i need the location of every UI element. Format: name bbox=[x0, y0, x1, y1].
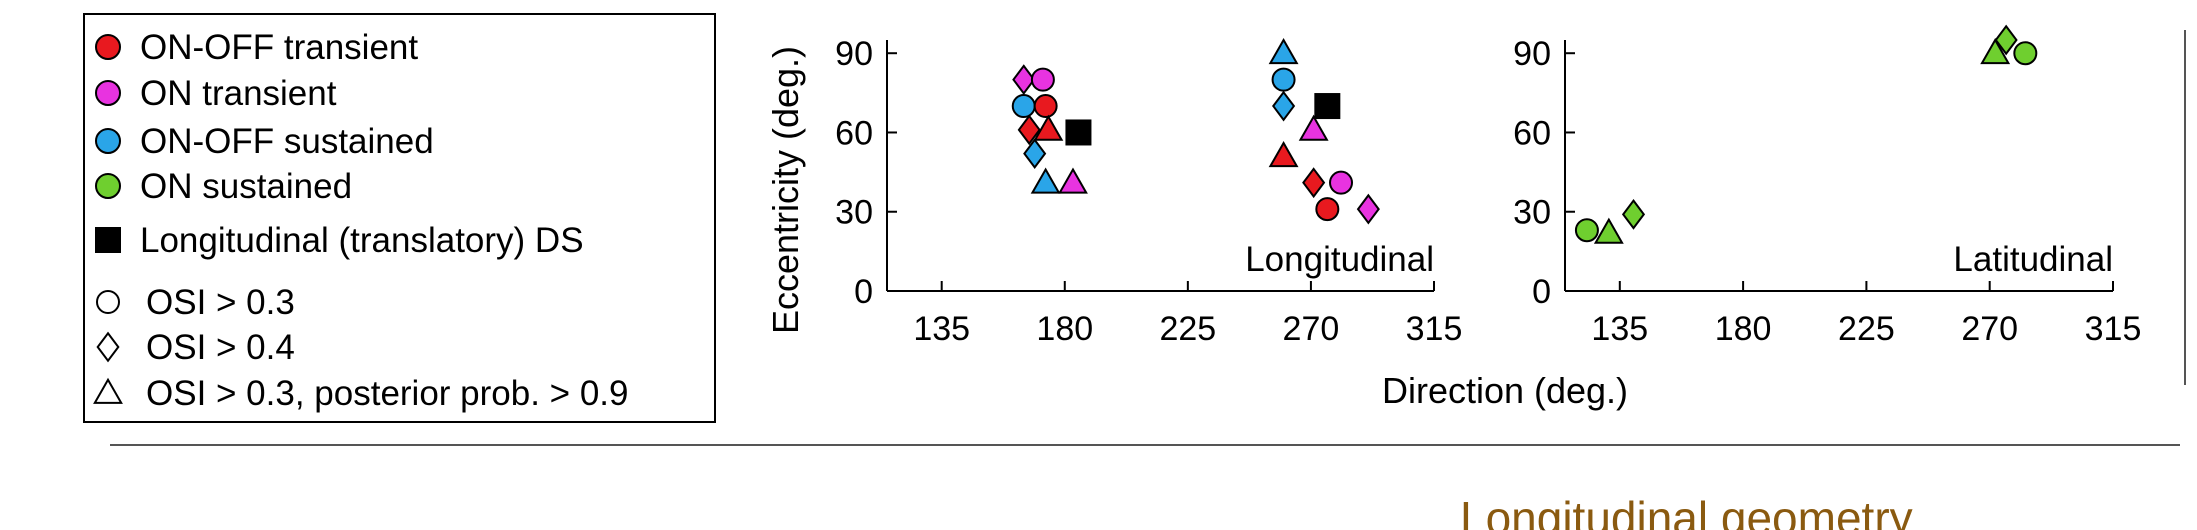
x-tick-label: 225 bbox=[1838, 310, 1895, 348]
data-point-diamond bbox=[1994, 24, 2018, 56]
legend-marker-circle bbox=[95, 173, 121, 199]
panel-longitudinal: Eccentricity (deg.) 135 180 225 270 315 0 30 60… bbox=[765, 35, 1462, 348]
legend-item-label: OSI > 0.4 bbox=[146, 328, 295, 367]
legend-marker-circle bbox=[95, 34, 121, 60]
x-tick-label: 135 bbox=[1591, 310, 1648, 348]
legend-item-label: Longitudinal (translatory) DS bbox=[140, 221, 584, 260]
y-tick-label: 60 bbox=[835, 114, 873, 152]
x-tick-label: 180 bbox=[1715, 310, 1772, 348]
data-point-triangle bbox=[1058, 167, 1088, 194]
data-point-circle bbox=[1315, 197, 1340, 222]
data-point-square bbox=[1314, 93, 1341, 120]
legend: ON-OFF transient ON transient ON-OFF susta… bbox=[83, 13, 716, 423]
data-point-diamond bbox=[1023, 138, 1047, 170]
legend-items: ON-OFF transient ON transient ON-OFF susta… bbox=[93, 28, 629, 413]
y-tick-label: 0 bbox=[1532, 273, 1551, 311]
data-point-triangle bbox=[1980, 37, 2011, 65]
data-point-circle bbox=[1329, 170, 1354, 195]
data-point-diamond bbox=[1272, 90, 1296, 122]
x-tick-label: 315 bbox=[2085, 310, 2142, 348]
data-point-triangle bbox=[1030, 167, 1061, 194]
legend-item-label: OSI > 0.3, posterior prob. > 0.9 bbox=[146, 374, 629, 413]
data-point-triangle bbox=[1298, 114, 1329, 141]
data-point-diamond bbox=[1017, 114, 1041, 146]
y-tick-label: 30 bbox=[835, 194, 873, 232]
legend-marker-square bbox=[95, 227, 121, 253]
legend-marker-circle bbox=[96, 290, 120, 314]
legend-item-label: ON sustained bbox=[140, 167, 352, 206]
x-tick-label: 270 bbox=[1961, 310, 2018, 348]
data-point-square bbox=[1065, 119, 1092, 146]
legend-item-label: ON transient bbox=[140, 74, 337, 113]
panel-latitudinal: 135 180 225 270 315 0 30 60 90 Latitudinal bbox=[1513, 24, 2142, 348]
legend-item-label: OSI > 0.3 bbox=[146, 283, 295, 322]
y-tick-label: 0 bbox=[854, 273, 873, 311]
data-point-diamond bbox=[1356, 193, 1380, 225]
y-tick-label: 90 bbox=[1513, 35, 1551, 73]
panel-label-latitudinal: Latitudinal bbox=[1953, 240, 2113, 279]
data-point-circle bbox=[1011, 94, 1036, 119]
legend-marker-diamond bbox=[96, 331, 120, 363]
section-title: Longitudinal geometry bbox=[1460, 492, 1913, 530]
plot-area-longitudinal: 135 180 225 270 315 0 30 60 90 bbox=[835, 35, 1462, 348]
y-axis-title: Eccentricity (deg.) bbox=[765, 46, 806, 334]
x-axis-title: Direction (deg.) bbox=[1382, 370, 1628, 411]
data-point-circle bbox=[1271, 67, 1296, 92]
data-point-triangle bbox=[1593, 217, 1624, 244]
data-point-circle bbox=[1033, 94, 1058, 119]
y-tick-label: 60 bbox=[1513, 114, 1551, 152]
panel-label-longitudinal: Longitudinal bbox=[1245, 240, 1434, 279]
data-point-circle bbox=[1574, 218, 1599, 243]
data-point-triangle bbox=[1268, 37, 1299, 65]
x-tick-label: 225 bbox=[1159, 310, 1216, 348]
x-tick-label: 180 bbox=[1036, 310, 1093, 348]
data-point-triangle bbox=[1033, 114, 1064, 141]
data-point-diamond bbox=[1012, 64, 1036, 96]
plot-area-latitudinal: 135 180 225 270 315 0 30 60 90 bbox=[1513, 24, 2142, 348]
data-point-diamond bbox=[1621, 198, 1646, 230]
data-point-triangle bbox=[1268, 141, 1299, 168]
legend-frame bbox=[83, 13, 716, 423]
legend-item-label: ON-OFF transient bbox=[140, 28, 418, 67]
data-point-diamond bbox=[1302, 167, 1326, 199]
y-tick-label: 30 bbox=[1513, 194, 1551, 232]
legend-marker-triangle bbox=[93, 377, 123, 404]
x-tick-label: 135 bbox=[913, 310, 970, 348]
data-point-circle bbox=[1030, 67, 1055, 92]
legend-item-label: ON-OFF sustained bbox=[140, 122, 434, 161]
legend-marker-circle bbox=[95, 128, 121, 154]
data-point-circle bbox=[2013, 41, 2038, 66]
y-tick-label: 90 bbox=[835, 35, 873, 73]
x-tick-label: 315 bbox=[1406, 310, 1463, 348]
legend-marker-circle bbox=[95, 80, 121, 106]
x-tick-label: 270 bbox=[1283, 310, 1340, 348]
